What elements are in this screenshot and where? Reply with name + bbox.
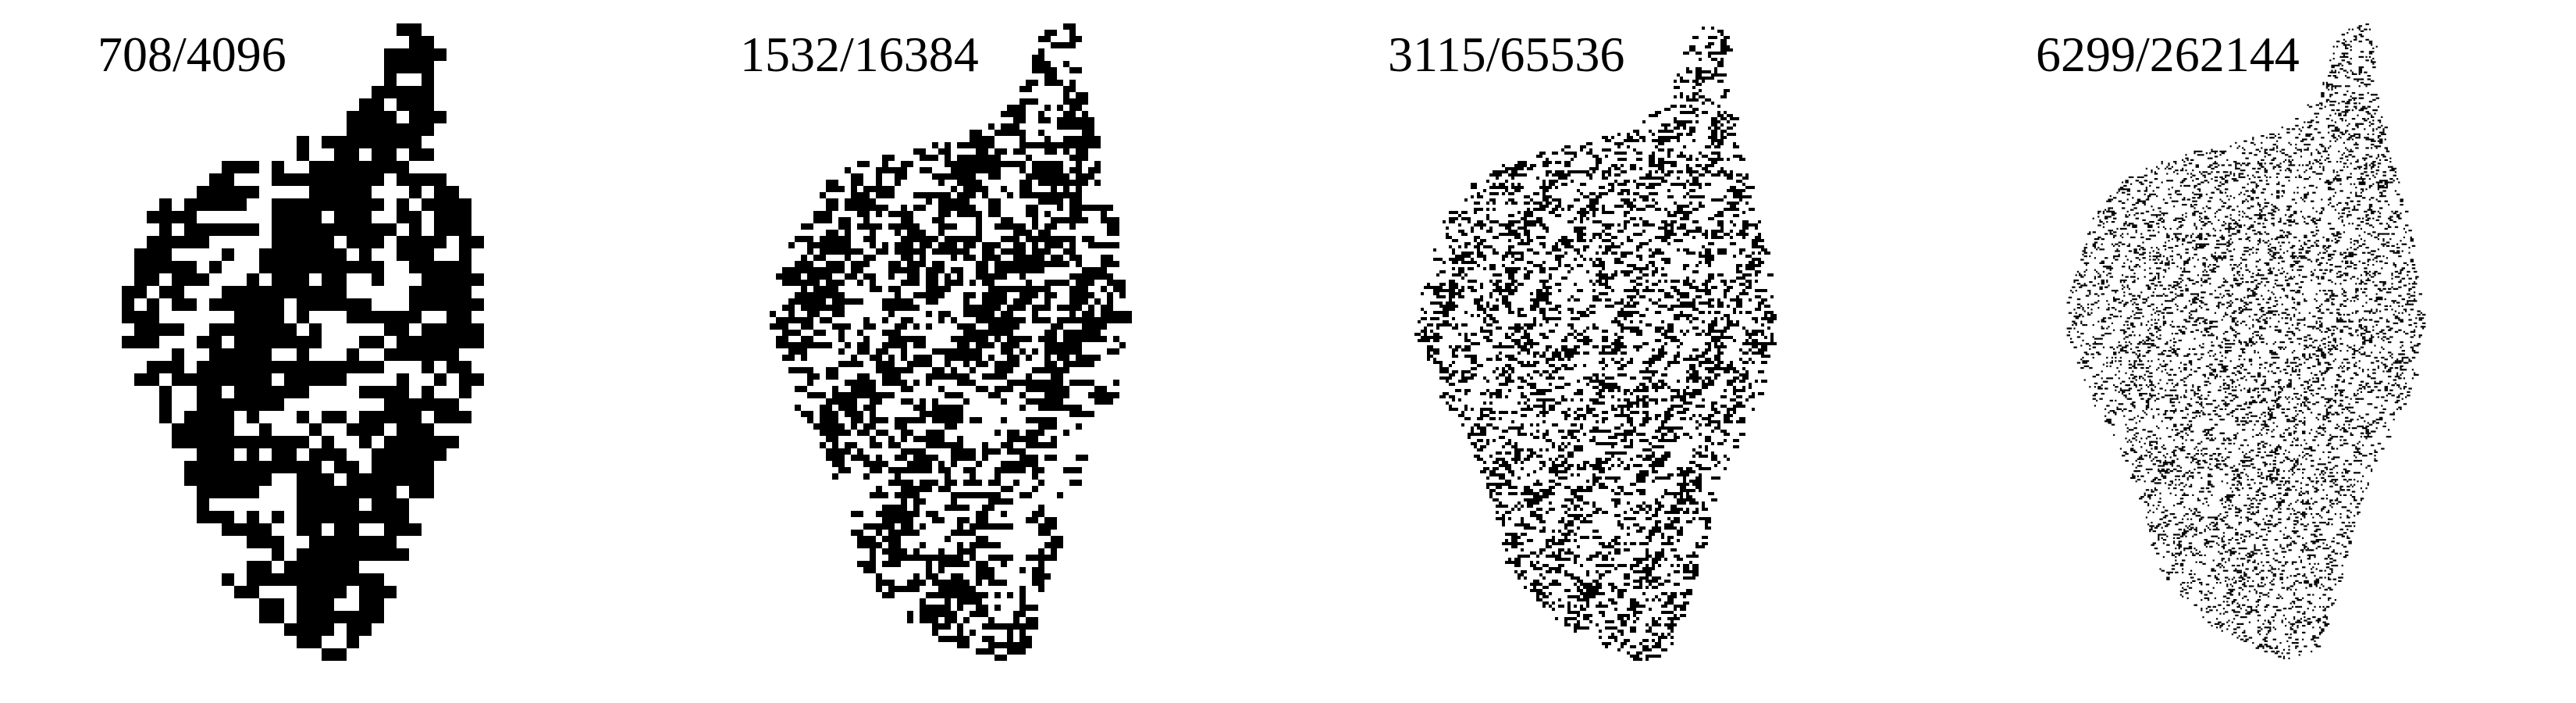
panel-label-4: 6299/262144 — [2036, 27, 2300, 82]
drainage-cells-1 — [122, 23, 484, 661]
panel-label-1: 708/4096 — [98, 27, 286, 82]
panel-label-2: 1532/16384 — [740, 27, 979, 82]
grid-panel-4: 6299/262144 — [1944, 0, 2576, 703]
grid-panel-2: 1532/16384 — [648, 0, 1288, 703]
river-pattern-3 — [1414, 27, 1777, 661]
panel-label-3: 3115/65536 — [1388, 27, 1625, 82]
drainage-cells-2 — [770, 23, 1132, 661]
drainage-cells-4 — [2066, 23, 2426, 659]
river-pattern-2 — [770, 23, 1132, 661]
drainage-cells-3 — [1414, 27, 1777, 661]
river-pattern-4 — [2066, 23, 2426, 659]
river-pattern-1 — [122, 23, 484, 661]
grid-panel-1: 708/4096 — [0, 0, 640, 703]
grid-panel-3: 3115/65536 — [1296, 0, 1936, 703]
